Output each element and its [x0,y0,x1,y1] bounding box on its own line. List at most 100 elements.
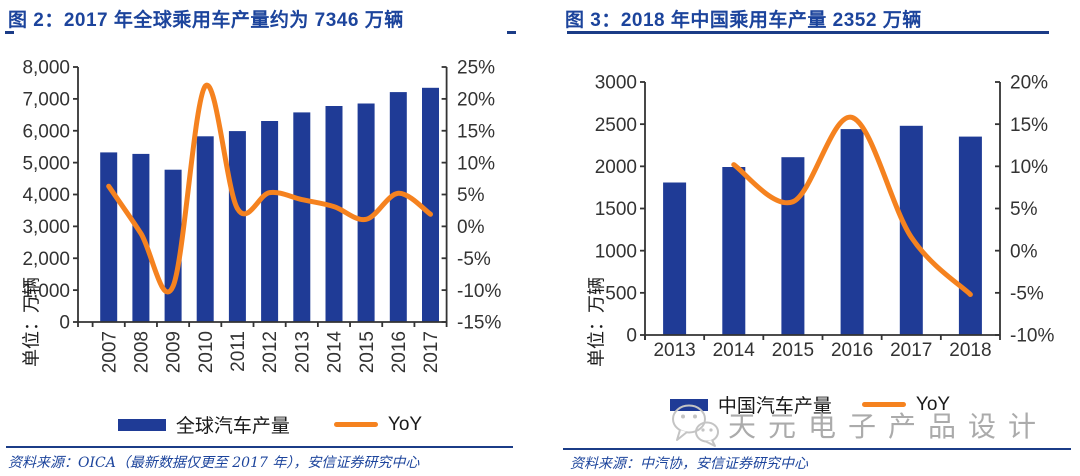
right-axis: -15% -10% -5% 0% 5% 10% 15% 20% 25% [441,58,501,334]
x-axis [77,321,448,327]
svg-text:10%: 10% [457,153,495,174]
legend-global: 全球汽车产量 YoY [0,411,540,438]
bars [663,125,982,335]
svg-text:1000: 1000 [595,241,637,262]
svg-text:2010: 2010 [196,331,217,373]
bar-2012 [261,121,279,322]
panel-china: 图 3：2018 年中国乘用车产量 2352 万辆 0 500 1000 1500 20… [540,0,1080,476]
svg-text:2016: 2016 [831,340,873,361]
svg-text:2011: 2011 [228,331,249,372]
svg-text:1500: 1500 [595,199,637,220]
bar-2016 [389,92,407,322]
figure3-title: 图 3：2018 年中国乘用车产量 2352 万辆 [565,10,922,31]
y-axis-unit-label: 单位：万辆 [586,277,606,367]
svg-text:2012: 2012 [260,331,281,373]
title-underline-dash-left [5,31,14,34]
svg-text:2000: 2000 [595,157,637,178]
svg-text:1,000: 1,000 [22,281,70,302]
svg-text:-10%: -10% [1010,326,1054,347]
legend-china: 中国汽车产量 YoY [540,391,1080,418]
svg-text:2013: 2013 [292,331,313,373]
figure3-source: 资料来源：中汽协，安信证券研究中心 [570,456,808,472]
title-underline [567,31,1049,34]
x-axis-labels: 2007 2008 2009 2010 2011 2012 2013 2014 2015 2016… [99,331,442,374]
svg-text:15%: 15% [457,121,495,142]
watermark: 天元电子产品设计 [670,402,1048,448]
left-axis: 0 500 1000 1500 2000 2500 3000 [595,73,646,347]
svg-text:20%: 20% [1010,73,1048,94]
svg-text:7,000: 7,000 [22,90,70,111]
svg-text:25%: 25% [457,58,495,79]
svg-text:-10%: -10% [457,281,501,302]
svg-text:2014: 2014 [325,331,346,374]
china-production-chart: 0 500 1000 1500 2000 2500 3000 -10% -5% 0% 5% 10% 15… [586,73,1054,367]
bar-2018 [958,136,982,335]
svg-text:2015: 2015 [357,331,378,373]
svg-text:3,000: 3,000 [22,217,70,238]
legend-line-label: YoY [915,393,951,415]
legend-line-label: YoY [387,413,423,435]
bar-2011 [228,131,246,322]
svg-text:2018: 2018 [949,340,991,361]
figure2-title: 图 2：2017 年全球乘用车产量约为 7346 万辆 [8,10,404,31]
legend-bar-swatch [117,418,166,431]
svg-text:2500: 2500 [595,115,637,136]
svg-text:2015: 2015 [772,340,814,361]
bars [100,87,439,323]
svg-text:20%: 20% [457,90,495,111]
wechat-logo-icon [672,404,719,447]
svg-text:8,000: 8,000 [22,58,70,79]
bar-2014 [722,167,746,335]
bar-2013 [293,112,311,323]
right-axis: -10% -5% 0% 5% 10% 15% 20% [995,73,1054,347]
legend-line-swatch [861,402,906,407]
svg-text:0%: 0% [457,217,485,238]
legend-bar-label: 中国汽车产量 [717,396,832,417]
bar-2015 [357,103,375,322]
svg-text:15%: 15% [1010,115,1048,136]
global-production-chart: 0 1,000 2,000 3,000 4,000 5,000 6,000 7,000 8,00… [21,58,501,374]
y-axis-unit-label: 单位：万辆 [21,277,41,367]
figure2-source: 资料来源：OICA（最新数据仅更至 2017 年），安信证券研究中心 [8,455,420,471]
bar-2017 [422,87,439,322]
svg-text:2008: 2008 [132,331,153,373]
svg-text:5%: 5% [1010,199,1038,220]
x-axis [644,334,1001,340]
svg-text:3000: 3000 [595,73,637,94]
bar-2017 [899,125,923,335]
svg-text:2009: 2009 [164,331,185,373]
svg-text:2014: 2014 [713,340,756,361]
svg-text:10%: 10% [1010,157,1048,178]
svg-text:5,000: 5,000 [22,153,70,174]
bar-2007 [100,152,118,322]
left-axis: 0 1,000 2,000 3,000 4,000 5,000 6,000 7,000 8,00… [22,58,79,334]
bar-2013 [663,182,687,335]
title-underline-dash-right [507,31,516,34]
x-axis-labels: 2013 2014 2015 2016 2017 2018 [653,340,991,361]
svg-text:4,000: 4,000 [22,185,70,206]
svg-text:-15%: -15% [457,313,501,334]
bottom-rule [6,446,513,448]
panel-global: 图 2：2017 年全球乘用车产量约为 7346 万辆 0 1,000 2,000 3… [0,10,540,471]
svg-text:-5%: -5% [457,249,491,270]
bottom-rule [563,448,1071,450]
bar-2015 [781,157,805,335]
svg-text:0: 0 [626,326,637,347]
svg-text:-5%: -5% [1010,283,1044,304]
yoy-line [731,114,973,298]
yoy-line [106,82,434,295]
legend-bar-label: 全球汽车产量 [175,416,290,437]
svg-text:6,000: 6,000 [22,121,70,142]
svg-text:0%: 0% [1010,241,1038,262]
bar-2016 [840,129,864,335]
legend-line-swatch [333,422,378,427]
svg-text:2007: 2007 [99,331,120,373]
bar-2014 [325,106,343,322]
svg-text:500: 500 [605,283,637,304]
svg-text:2013: 2013 [653,340,695,361]
svg-text:2017: 2017 [421,331,442,373]
svg-text:2,000: 2,000 [22,249,70,270]
svg-text:5%: 5% [457,185,485,206]
watermark-text: 天元电子产品设计 [728,411,1049,442]
